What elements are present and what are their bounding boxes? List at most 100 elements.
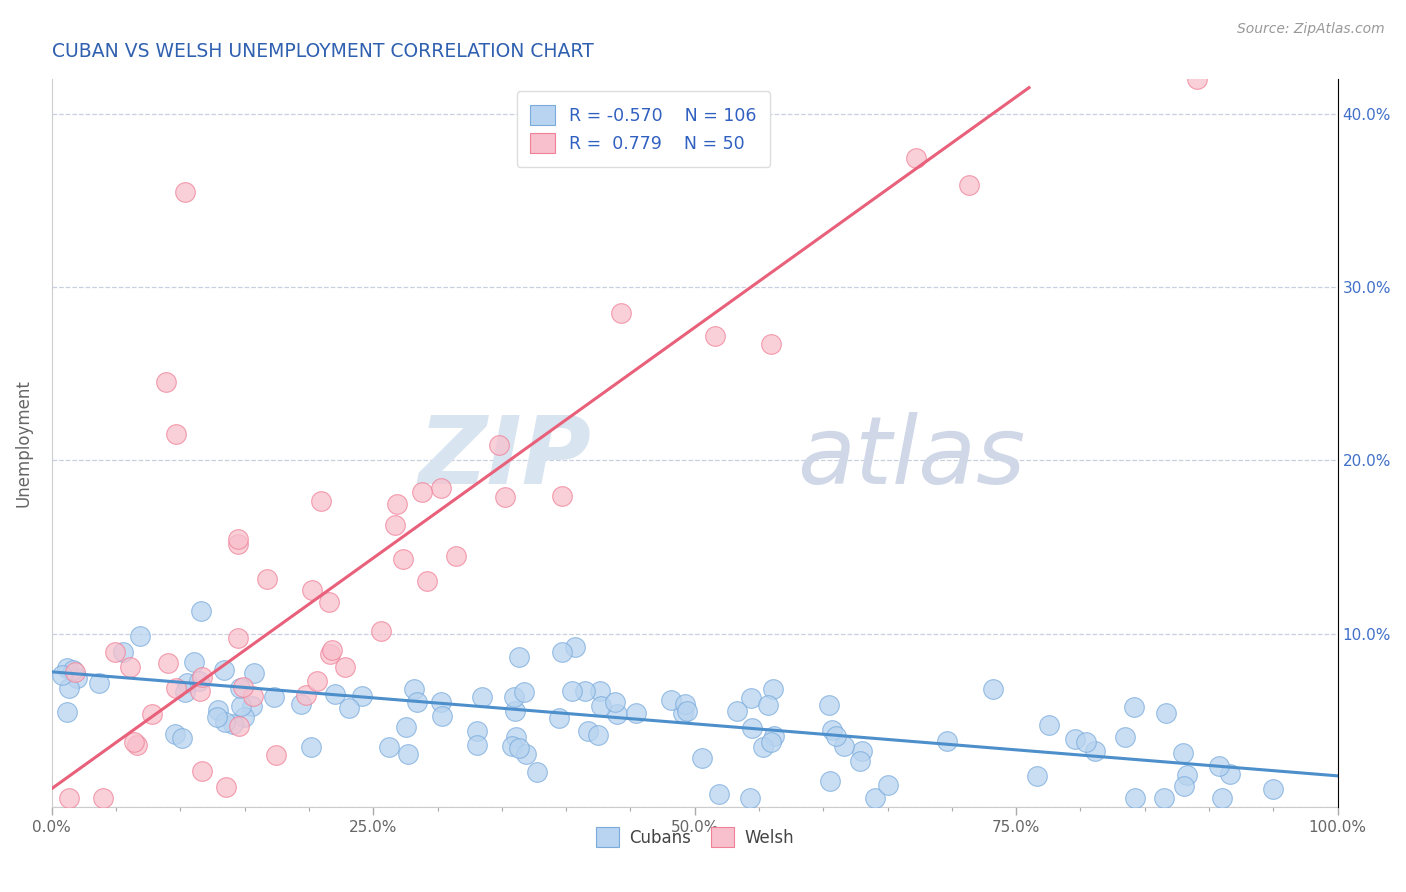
Point	[430, 481, 453, 495]
Point	[323, 687, 346, 701]
Point	[1156, 706, 1178, 720]
Point	[215, 780, 238, 794]
Point	[1084, 743, 1107, 757]
Point	[825, 729, 848, 743]
Point	[762, 681, 785, 696]
Point	[759, 336, 782, 351]
Point	[58, 681, 80, 696]
Point	[163, 727, 186, 741]
Point	[501, 739, 523, 753]
Point	[188, 674, 211, 689]
Point	[378, 740, 401, 755]
Point	[1175, 768, 1198, 782]
Point	[505, 730, 527, 744]
Point	[503, 704, 526, 718]
Point	[725, 705, 748, 719]
Point	[676, 704, 699, 718]
Point	[299, 740, 322, 755]
Point	[127, 738, 149, 752]
Point	[848, 754, 870, 768]
Point	[63, 665, 86, 679]
Point	[904, 152, 927, 166]
Point	[1208, 759, 1230, 773]
Point	[465, 723, 488, 738]
Point	[673, 697, 696, 711]
Point	[228, 719, 250, 733]
Point	[1123, 791, 1146, 805]
Point	[467, 739, 489, 753]
Point	[515, 747, 537, 761]
Point	[488, 437, 510, 451]
Point	[1219, 767, 1241, 781]
Point	[610, 306, 633, 320]
Legend: Cubans, Welsh: Cubans, Welsh	[589, 821, 800, 854]
Point	[513, 685, 536, 699]
Point	[318, 595, 340, 609]
Point	[574, 683, 596, 698]
Point	[309, 494, 332, 508]
Point	[266, 748, 288, 763]
Point	[229, 681, 252, 696]
Point	[1026, 769, 1049, 783]
Point	[741, 721, 763, 735]
Point	[232, 710, 254, 724]
Point	[494, 491, 516, 505]
Point	[370, 624, 392, 638]
Point	[263, 690, 285, 705]
Point	[290, 697, 312, 711]
Point	[155, 376, 177, 390]
Point	[226, 631, 249, 645]
Point	[832, 739, 855, 753]
Point	[508, 741, 530, 756]
Point	[1173, 779, 1195, 793]
Point	[384, 517, 406, 532]
Point	[752, 740, 775, 755]
Point	[756, 698, 779, 712]
Point	[690, 751, 713, 765]
Text: atlas: atlas	[797, 412, 1026, 503]
Point	[118, 660, 141, 674]
Point	[659, 693, 682, 707]
Point	[243, 665, 266, 680]
Point	[104, 644, 127, 658]
Point	[759, 735, 782, 749]
Point	[588, 684, 610, 698]
Point	[122, 735, 145, 749]
Point	[957, 178, 980, 192]
Point	[56, 661, 79, 675]
Point	[183, 656, 205, 670]
Point	[319, 648, 342, 662]
Point	[444, 549, 467, 564]
Point	[561, 684, 583, 698]
Point	[851, 744, 873, 758]
Point	[411, 485, 433, 500]
Point	[232, 680, 254, 694]
Point	[526, 764, 548, 779]
Point	[740, 791, 762, 805]
Point	[502, 690, 524, 704]
Point	[188, 684, 211, 698]
Point	[242, 689, 264, 703]
Point	[305, 673, 328, 688]
Point	[707, 787, 730, 801]
Point	[551, 645, 574, 659]
Text: CUBAN VS WELSH UNEMPLOYMENT CORRELATION CHART: CUBAN VS WELSH UNEMPLOYMENT CORRELATION …	[52, 42, 593, 61]
Point	[1064, 731, 1087, 746]
Point	[214, 715, 236, 730]
Point	[172, 731, 194, 746]
Point	[1114, 730, 1136, 744]
Point	[242, 698, 264, 713]
Point	[763, 729, 786, 743]
Point	[392, 551, 415, 566]
Point	[62, 663, 84, 677]
Point	[564, 640, 586, 655]
Point	[576, 723, 599, 738]
Point	[821, 723, 844, 738]
Point	[672, 706, 695, 721]
Point	[740, 690, 762, 705]
Point	[877, 778, 900, 792]
Point	[703, 329, 725, 343]
Point	[591, 698, 613, 713]
Point	[406, 695, 429, 709]
Point	[111, 644, 134, 658]
